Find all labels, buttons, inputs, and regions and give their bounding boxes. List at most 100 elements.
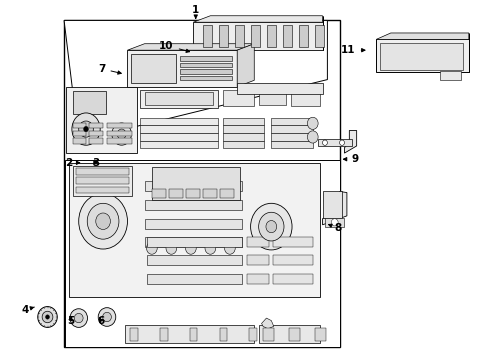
- Bar: [272, 255, 312, 265]
- Bar: [130, 328, 138, 341]
- Ellipse shape: [45, 315, 49, 319]
- Polygon shape: [375, 33, 468, 40]
- Ellipse shape: [38, 307, 57, 327]
- Text: 5: 5: [67, 316, 74, 325]
- Bar: [222, 134, 264, 140]
- Bar: [203, 25, 211, 47]
- Bar: [288, 328, 299, 341]
- Polygon shape: [127, 44, 254, 50]
- Bar: [147, 274, 242, 284]
- Bar: [203, 189, 216, 198]
- Ellipse shape: [96, 213, 110, 229]
- Ellipse shape: [72, 113, 100, 145]
- Polygon shape: [322, 192, 346, 225]
- Bar: [325, 218, 344, 226]
- Bar: [64, 21, 339, 347]
- Bar: [144, 200, 242, 210]
- Bar: [152, 189, 165, 198]
- Bar: [315, 328, 325, 341]
- Polygon shape: [64, 21, 327, 140]
- Bar: [222, 126, 264, 133]
- Bar: [439, 71, 461, 80]
- Text: 4: 4: [21, 305, 34, 315]
- Bar: [246, 274, 268, 284]
- Bar: [290, 91, 320, 107]
- Ellipse shape: [258, 212, 284, 241]
- Bar: [73, 166, 132, 196]
- Bar: [69, 163, 320, 297]
- Bar: [272, 237, 312, 247]
- Bar: [140, 90, 217, 108]
- Bar: [65, 160, 339, 347]
- Bar: [283, 25, 291, 47]
- Ellipse shape: [339, 140, 344, 145]
- Bar: [222, 90, 254, 107]
- Bar: [189, 328, 197, 341]
- Text: 3: 3: [92, 158, 100, 168]
- Text: 9: 9: [343, 154, 358, 164]
- Ellipse shape: [112, 123, 131, 145]
- Bar: [144, 93, 212, 105]
- Bar: [220, 189, 233, 198]
- Bar: [144, 237, 242, 247]
- Bar: [160, 328, 167, 341]
- Bar: [271, 134, 312, 140]
- Ellipse shape: [307, 117, 318, 130]
- Ellipse shape: [79, 193, 127, 249]
- Ellipse shape: [185, 242, 196, 254]
- Text: 8: 8: [328, 224, 341, 233]
- Ellipse shape: [79, 121, 93, 137]
- Ellipse shape: [83, 126, 88, 132]
- Bar: [147, 255, 242, 265]
- Polygon shape: [193, 16, 322, 22]
- Text: 6: 6: [97, 316, 104, 325]
- Bar: [322, 191, 341, 218]
- Ellipse shape: [102, 312, 111, 321]
- Polygon shape: [237, 44, 254, 87]
- Bar: [89, 138, 103, 144]
- Bar: [272, 274, 312, 284]
- Bar: [73, 91, 105, 114]
- Bar: [299, 25, 307, 47]
- Bar: [127, 50, 237, 87]
- Bar: [73, 123, 86, 129]
- Ellipse shape: [224, 242, 235, 254]
- Bar: [185, 189, 199, 198]
- Text: 10: 10: [159, 41, 189, 53]
- Bar: [271, 126, 312, 133]
- Bar: [144, 219, 242, 229]
- Text: 7: 7: [98, 64, 121, 74]
- Bar: [263, 328, 273, 341]
- Ellipse shape: [265, 221, 276, 233]
- Bar: [73, 131, 86, 136]
- Ellipse shape: [204, 242, 215, 254]
- Bar: [89, 123, 103, 129]
- Polygon shape: [344, 131, 356, 153]
- Bar: [73, 138, 86, 144]
- Text: 2: 2: [65, 158, 80, 168]
- Bar: [76, 187, 129, 193]
- Bar: [375, 40, 468, 72]
- Ellipse shape: [250, 203, 291, 250]
- Text: 11: 11: [341, 45, 364, 55]
- Bar: [180, 69, 232, 74]
- Bar: [259, 325, 320, 343]
- Bar: [65, 87, 137, 153]
- Ellipse shape: [42, 311, 53, 323]
- Bar: [107, 138, 132, 144]
- Bar: [125, 325, 254, 343]
- Bar: [131, 54, 176, 83]
- Bar: [180, 63, 232, 67]
- Bar: [317, 139, 351, 146]
- Bar: [76, 177, 129, 184]
- Bar: [379, 43, 462, 69]
- Bar: [246, 237, 268, 247]
- Bar: [140, 118, 217, 125]
- Bar: [271, 141, 312, 148]
- Bar: [140, 141, 217, 148]
- Bar: [140, 126, 217, 133]
- Bar: [180, 56, 232, 61]
- Bar: [222, 118, 264, 125]
- Bar: [266, 25, 275, 47]
- Ellipse shape: [330, 219, 337, 226]
